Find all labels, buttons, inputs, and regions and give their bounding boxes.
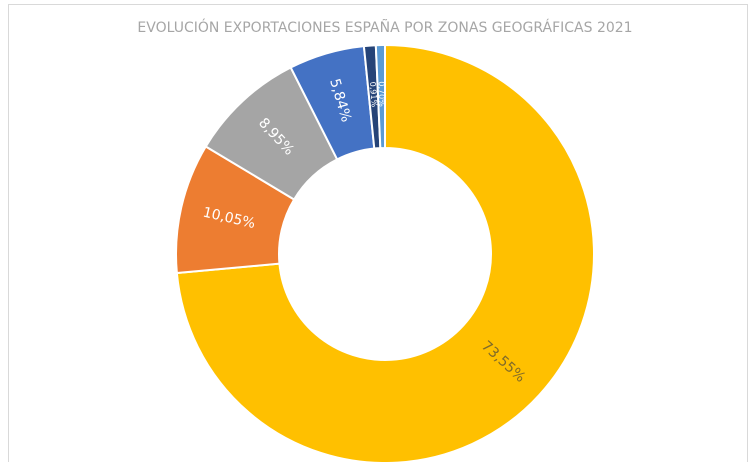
data-label: 0,91% [368, 81, 379, 107]
donut-segment [175, 43, 595, 462]
data-label: 0,70% [377, 81, 387, 107]
chart-title: EVOLUCIÓN EXPORTACIONES ESPAÑA POR ZONAS… [137, 18, 632, 36]
donut-segment [374, 43, 386, 150]
